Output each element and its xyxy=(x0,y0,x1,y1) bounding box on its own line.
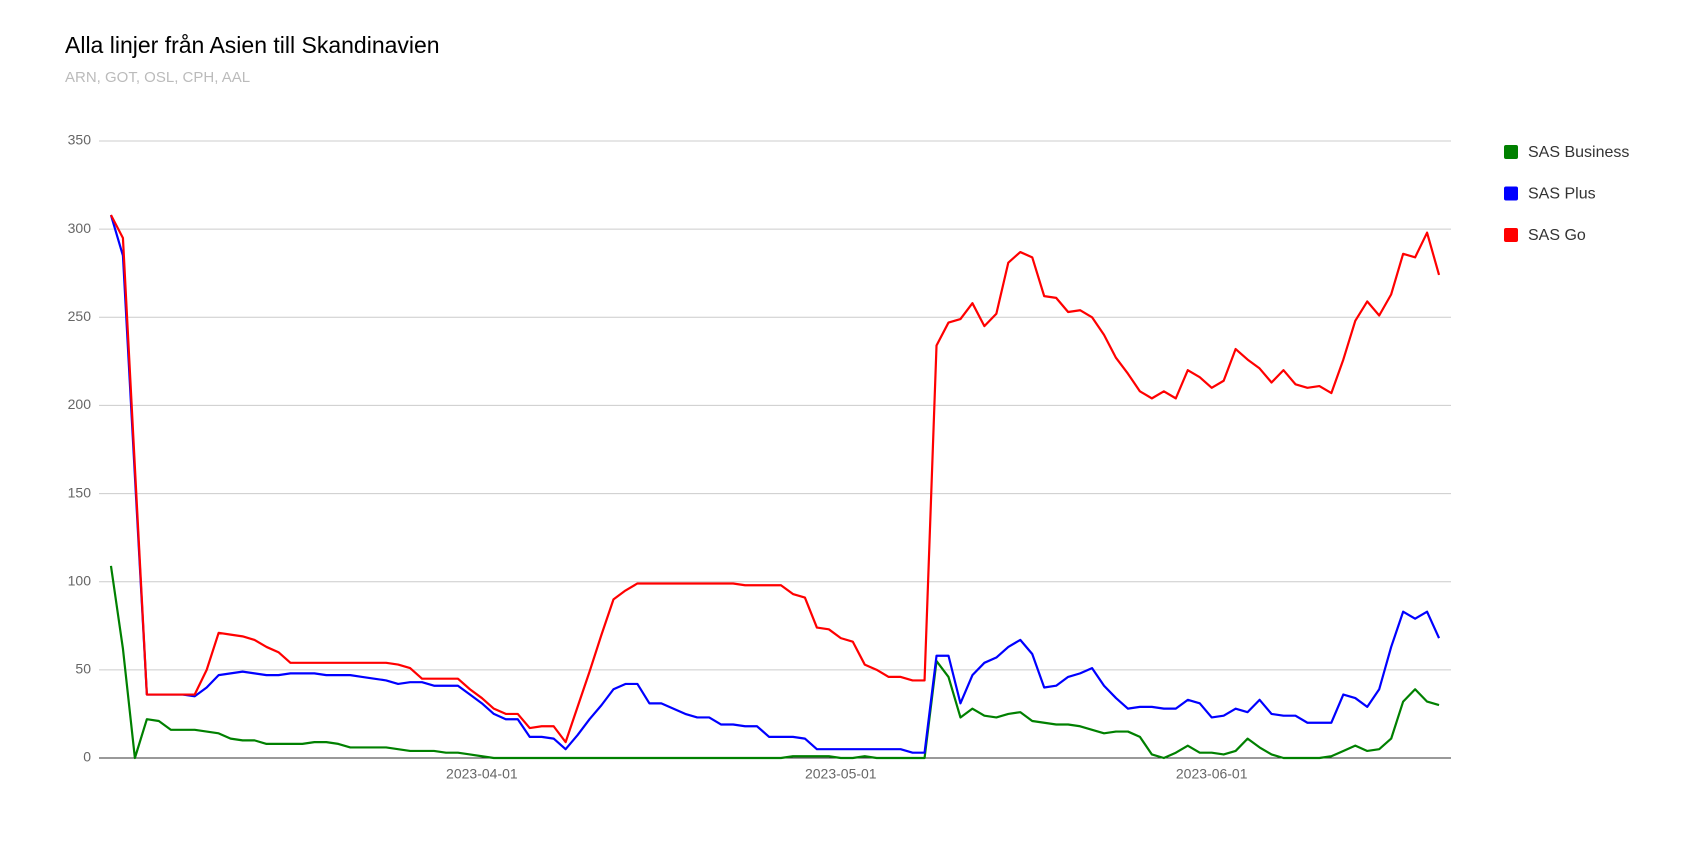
x-tick-label: 2023-05-01 xyxy=(805,766,877,782)
chart-title: Alla linjer från Asien till Skandinavien xyxy=(65,32,440,58)
y-tick-label: 150 xyxy=(68,484,92,500)
y-tick-label: 100 xyxy=(68,572,92,588)
series-line xyxy=(109,214,1441,754)
y-tick-label: 200 xyxy=(68,396,92,412)
legend-swatch xyxy=(1504,228,1518,242)
series-line xyxy=(109,214,1441,744)
y-tick-label: 250 xyxy=(68,308,92,324)
x-tick-label: 2023-04-01 xyxy=(446,766,518,782)
legend-swatch xyxy=(1504,186,1518,201)
legend-label: SAS Go xyxy=(1528,227,1586,244)
series-line xyxy=(109,565,1440,760)
y-tick-label: 300 xyxy=(68,220,92,236)
y-tick-label: 350 xyxy=(68,132,92,148)
legend-swatch xyxy=(1504,145,1518,159)
y-tick-label: 50 xyxy=(75,661,91,677)
legend-label: SAS Plus xyxy=(1528,186,1596,203)
chart-subtitle: ARN, GOT, OSL, CPH, AAL xyxy=(65,69,250,86)
x-tick-label: 2023-06-01 xyxy=(1176,766,1248,782)
legend-label: SAS Business xyxy=(1528,144,1629,161)
y-tick-label: 0 xyxy=(83,749,91,765)
